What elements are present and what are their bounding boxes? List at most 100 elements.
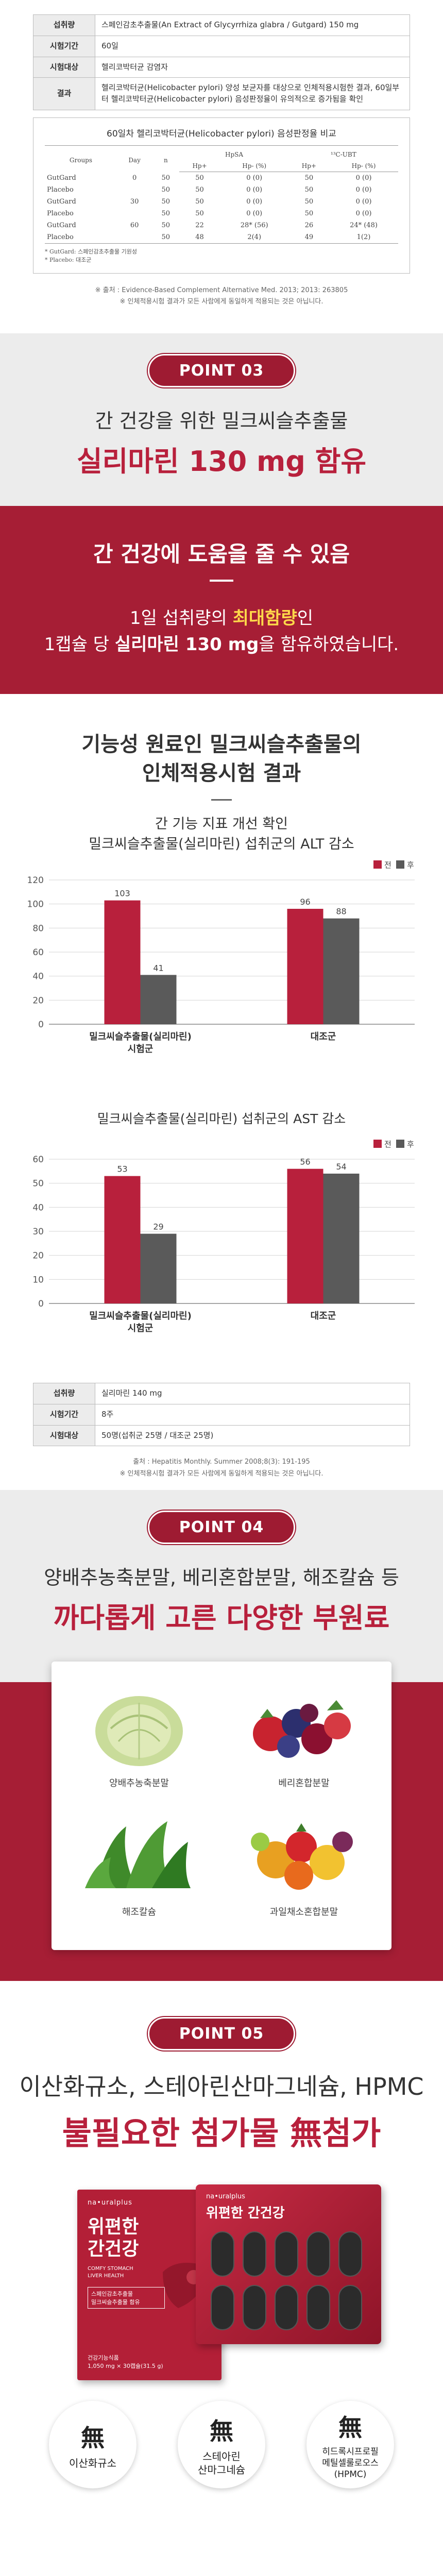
ingredient-label: 과일채소혼합분말 (269, 1906, 338, 1918)
capsules-image (211, 2231, 362, 2330)
row-value: 60일 (95, 35, 410, 57)
study-cell: 0 (0) (355, 209, 372, 217)
y-tick-label: 80 (32, 924, 44, 934)
trial-subtitle-line: 간 기능 지표 개선 확인 (155, 816, 288, 832)
max-dose-line: 1일 섭취량의 최대함량인 (0, 605, 443, 632)
cabbage-image (95, 1696, 183, 1766)
study-cell: 1(2) (329, 231, 398, 244)
study-cell: 50 (161, 174, 171, 182)
study-cell: 50 (161, 221, 171, 229)
page: 섭취량 스페인감초추출물(An Extract of Glycyrrhiza gl… (0, 14, 443, 2524)
study-title: 60일차 헬리코박터균(Helicobacter pylori) 음성판정율 비… (45, 126, 398, 146)
ast-chart-caption: 밀크씨슬추출물(실리마린) 섭취군의 AST 감소 (97, 1111, 346, 1127)
badge-label: 이산화규소 (69, 2456, 116, 2469)
study-note: * Placebo: 대조군 (45, 257, 92, 264)
point-03-headline: 실리마린 130 mg 함유 (76, 445, 367, 478)
divider (211, 799, 232, 801)
legend-swatch (373, 1140, 382, 1148)
y-tick-label: 0 (38, 1299, 44, 1309)
row-header: 섭취량 (33, 1383, 95, 1404)
legend-label: 후 (407, 860, 414, 870)
ingredients-card: 양배추농축분말 베리혼합분말 (52, 1661, 391, 1950)
product-category: 건강기능식품 (88, 2354, 119, 2361)
study-cell: 50 (304, 185, 314, 194)
data-label: 53 (117, 1164, 127, 1174)
row-value: 스페인감초추출물(An Extract of Glycyrrhiza glabr… (95, 14, 410, 36)
y-tick-label: 40 (32, 1203, 44, 1213)
row-value: 헬리코박터균 감염자 (95, 56, 410, 78)
data-label: 29 (153, 1222, 163, 1232)
study-cell: 50 (195, 197, 204, 206)
table-row: 시험기간 60일 (33, 35, 410, 57)
study-cell: Placebo (47, 185, 74, 194)
ingredient-cabbage: 양배추농축분말 (62, 1682, 216, 1789)
point-05-headline: 불필요한 첨가물 無첨가 (62, 2114, 381, 2152)
free-mark: 無 (81, 2424, 105, 2452)
col-groups: Groups (69, 157, 93, 164)
point-04-subtitle: 양배추농축분말, 베리혼합분말, 해조칼슘 등 (44, 1566, 399, 1589)
study-cell: 24* (48) (350, 221, 378, 229)
study-cell: 50 (161, 197, 171, 206)
source-line: ※ 출처 : Evidence-Based Complement Alterna… (95, 286, 348, 294)
study-header-row: Groups Day n HpSA ¹³C-UBT (45, 149, 398, 164)
col-hp-pos: Hp+ (288, 160, 330, 172)
y-tick-label: 20 (32, 996, 44, 1006)
row-header: 섭취량 (33, 14, 95, 36)
data-label: 54 (336, 1162, 346, 1172)
data-label: 103 (114, 889, 130, 899)
row-header: 결과 (33, 77, 95, 110)
study-cell: 50 (304, 197, 314, 206)
badge-label: 스테아린 산마그네슘 (198, 2450, 245, 2476)
study-cell: 2(4) (219, 231, 289, 244)
legend-label: 후 (407, 1140, 414, 1149)
bar (287, 1168, 323, 1304)
study-cell: 50 (195, 174, 204, 182)
study-cell (117, 184, 152, 196)
gutgard-info-table: 섭취량 스페인감초추출물(An Extract of Glycyrrhiza gl… (33, 14, 410, 110)
bar (323, 918, 360, 1025)
study-cell: 50 (195, 209, 204, 217)
point-03-badge: POINT 03 (147, 353, 296, 387)
brand-logo: na•uralplus (88, 2198, 132, 2207)
study-cell: Placebo (47, 209, 74, 217)
product-ingredient-line: 밀크씨슬추출물 함유 (91, 2299, 140, 2306)
point-05-badge: POINT 05 (147, 2016, 296, 2050)
col-hp-neg: Hp- (%) (329, 160, 398, 172)
study-notes: * GutGard: 스페인감초추출물 기원성 * Placebo: 대조군 (45, 248, 398, 265)
study-cell: GutGard (47, 221, 76, 229)
bar (323, 1174, 360, 1304)
study-cell: 50 (161, 185, 171, 194)
study-row: Placebo 50 50 0 (0) 50 0 (0) (45, 184, 398, 196)
study-cell: 0 (0) (355, 197, 372, 206)
data-label: 56 (300, 1157, 310, 1167)
study-table: Groups Day n HpSA ¹³C-UBT Hp+ Hp- (%) Hp… (45, 149, 398, 244)
y-tick-label: 100 (27, 900, 44, 910)
fruit-vegetables-image (251, 1823, 353, 1890)
study-cell: 0 (0) (246, 174, 263, 182)
study-row: GutGard 0 50 50 0 (0) 50 0 (0) (45, 172, 398, 184)
table-row: 결과 헬리코박터균(Helicobacter pylori) 양성 보균자를 대상… (33, 77, 410, 110)
table-row: 시험대상 50명(섭취군 25명 / 대조군 25명) (33, 1425, 410, 1447)
point-04-header: POINT 04 양배추농축분말, 베리혼합분말, 해조칼슘 등 까다롭게 고른… (0, 1489, 443, 1651)
ingredient-label: 베리혼합분말 (278, 1777, 330, 1789)
product-quantity: 1,050 mg × 30캡슐(31.5 g) (88, 2363, 163, 2370)
table-row: 섭취량 실리마린 140 mg (33, 1383, 410, 1404)
category-label: 밀크씨슬추출물(실리마린) (89, 1031, 192, 1042)
product-ingredient-box: 스페인감초추출물 밀크씨슬추출물 함유 (88, 2287, 165, 2309)
data-label: 88 (336, 907, 346, 917)
ingredient-berries: 베리혼합분말 (227, 1682, 381, 1789)
study-cell: 50 (304, 174, 314, 182)
free-mark: 無 (210, 2417, 233, 2445)
ast-bar-chart: 0 10 20 30 40 50 60 전 후 53 29 밀크씨슬추출물(실리마린) 시험군 56 54 대… (32, 1140, 415, 1334)
source-line: 출처 : Hepatitis Monthly. Summer 2008;8(3)… (133, 1458, 310, 1466)
legend-swatch (396, 860, 404, 869)
free-from-badges: 無 이산화규소 無 스테아린 산마그네슘 無 히드록시프로필 메틸셀룰로오스 (… (0, 2400, 443, 2524)
row-header: 시험대상 (33, 1425, 95, 1447)
table-row: 시험기간 8주 (33, 1403, 410, 1426)
product-package: na•uralplus 위편한 간건강 COMFY STOMACH LIVER … (41, 2174, 402, 2391)
study-cell: 0 (132, 174, 137, 182)
study-cell: 48 (179, 231, 220, 244)
study-note: * GutGard: 스페인감초추출물 기원성 (45, 248, 137, 255)
product-english-name: COMFY STOMACH LIVER HEALTH (88, 2266, 133, 2279)
study-cell: 50 (161, 209, 171, 217)
